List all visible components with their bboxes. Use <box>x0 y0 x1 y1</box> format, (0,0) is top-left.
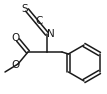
Text: S: S <box>22 4 28 14</box>
Text: C: C <box>35 16 43 26</box>
Text: O: O <box>12 33 20 43</box>
Text: N: N <box>47 29 55 39</box>
Text: O: O <box>12 60 20 70</box>
